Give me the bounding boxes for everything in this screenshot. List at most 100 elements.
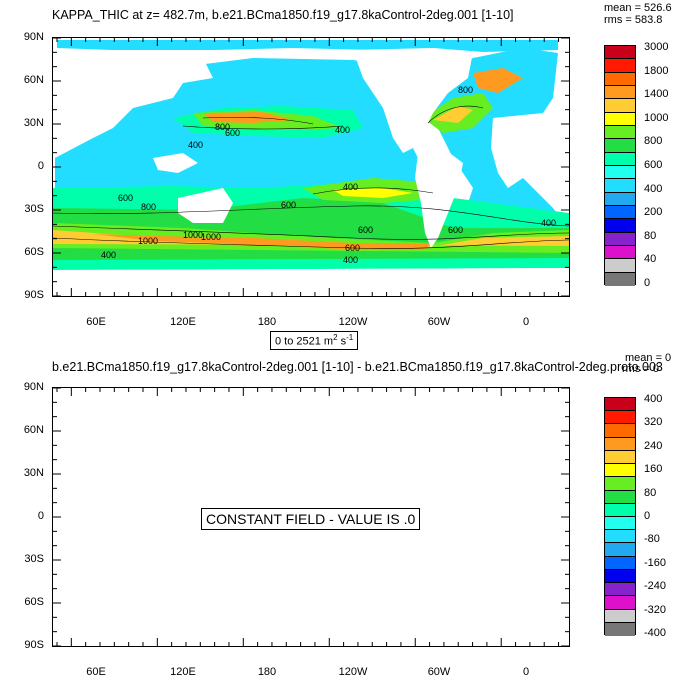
colorbar-swatch — [605, 139, 635, 153]
lon-label: 180 — [257, 316, 277, 328]
lon-label: 60W — [427, 316, 451, 328]
colorbar-label: 400 — [644, 182, 663, 195]
colorbar-label: 0 — [644, 510, 651, 522]
contour-label: 600 — [358, 225, 373, 235]
contour-line — [182, 125, 344, 130]
south-pacific-core — [333, 188, 413, 198]
contour-label: 600 — [448, 225, 463, 235]
subpolar-atlantic-core — [473, 68, 523, 93]
lat-label: 0 — [37, 160, 44, 172]
lon-label: 180 — [257, 666, 277, 678]
contour-label: 400 — [188, 140, 203, 150]
bottom-mean-stat: mean = 0 — [625, 352, 672, 364]
southern-band-4 — [53, 230, 569, 248]
colorbar-label: 1400 — [644, 88, 669, 101]
colorbar-swatch — [605, 112, 635, 126]
colorbar-swatch — [605, 99, 635, 113]
lon-label: 0 — [522, 666, 530, 678]
colorbar-label: 80 — [644, 486, 657, 499]
range-unit-s: s — [337, 335, 347, 348]
contour-label: 400 — [343, 255, 358, 265]
contour-label: 800 — [458, 85, 473, 95]
contour-lines — [53, 105, 569, 249]
top-map-ticks — [53, 38, 569, 296]
colorbar-label: 240 — [644, 439, 663, 452]
colorbar-swatch — [605, 556, 635, 570]
contour-line — [53, 225, 569, 240]
contour-line — [427, 105, 484, 124]
antarctica-landmass — [53, 268, 569, 296]
contour-label: 1000 — [183, 230, 203, 240]
lat-label: 60N — [23, 74, 44, 86]
range-label: 0 to 2521 m — [275, 335, 334, 348]
colorbar-swatch — [605, 219, 635, 233]
lat-label: 90N — [23, 381, 44, 393]
africa-landmass — [491, 113, 558, 188]
lat-label: 90S — [24, 639, 44, 651]
lat-label: 0 — [37, 510, 44, 522]
colorbar-label: -400 — [644, 627, 667, 639]
colorbar-label: 3000 — [644, 41, 669, 53]
colorbar-swatch — [605, 59, 635, 73]
contour-label: 400 — [101, 250, 116, 260]
colorbar-swatch — [605, 245, 635, 260]
contour-label: 800 — [141, 202, 156, 212]
lon-label: 120E — [170, 316, 196, 328]
colorbar-label: 160 — [644, 463, 663, 476]
colorbar-swatch — [605, 543, 635, 557]
colorbar-swatch — [605, 46, 635, 60]
colorbar-swatch — [605, 272, 635, 286]
colorbar-swatch — [605, 622, 635, 636]
south-america-landmass — [415, 148, 463, 248]
lon-label: 120W — [338, 666, 368, 678]
colorbar-label: 80 — [644, 229, 657, 242]
lat-label: 90S — [24, 289, 44, 301]
bottom-map-ticks — [53, 388, 569, 646]
colorbar-label: 0 — [644, 277, 651, 289]
top-plot-title: KAPPA_THIC at z= 482.7m, b.e21.BCma1850.… — [52, 8, 514, 22]
colorbar-label: 320 — [644, 416, 663, 429]
contour-label: 1000 — [138, 236, 158, 246]
colorbar-label: 40 — [644, 253, 657, 266]
eurasia-landmass — [53, 50, 213, 138]
north-atlantic-core — [433, 106, 473, 123]
colorbar-swatch — [605, 516, 635, 531]
colorbar-label: -240 — [644, 580, 667, 593]
colorbar-swatch — [605, 424, 635, 438]
colorbar-label: -80 — [644, 533, 660, 546]
colorbar-label: 600 — [644, 159, 663, 171]
contour-label-group: 800 600 400 400 600 400 1000 1000 600 60… — [101, 85, 556, 265]
lat-label: 30N — [23, 117, 44, 129]
top-map-svg: 800 600 400 400 600 400 1000 1000 600 60… — [53, 38, 569, 296]
lat-label: 30S — [24, 203, 44, 215]
arctic-ocean — [57, 40, 558, 52]
bottom-plot-title: b.e21.BCma1850.f19_g17.8kaControl-2deg.0… — [52, 360, 663, 374]
contour-label: 600 — [345, 243, 360, 253]
colorbar-swatch — [605, 165, 635, 180]
ocean-field — [53, 40, 569, 270]
lat-label: 30N — [23, 467, 44, 479]
contour-label: 1000 — [201, 232, 221, 242]
colorbar-swatch — [605, 450, 635, 465]
lon-label: 60W — [427, 666, 451, 678]
lon-label: 60E — [86, 316, 106, 328]
colorbar-swatch — [605, 179, 635, 193]
australia-landmass — [178, 188, 233, 223]
southern-band-5 — [93, 234, 433, 250]
colorbar-swatch — [605, 583, 635, 597]
colorbar-swatch — [605, 477, 635, 491]
constant-field-notice: CONSTANT FIELD - VALUE IS .0 — [201, 508, 421, 530]
colorbar-swatch — [605, 398, 635, 412]
colorbar-label: 400 — [644, 393, 663, 405]
colorbar-swatch — [605, 530, 635, 544]
land-masses — [53, 48, 569, 296]
lat-label: 90N — [23, 31, 44, 43]
colorbar-label: -160 — [644, 556, 667, 569]
colorbar-swatch — [605, 259, 635, 273]
lon-label: 60E — [86, 666, 106, 678]
north-america-landmass — [353, 48, 473, 153]
colorbar-label: 1000 — [644, 111, 669, 124]
bottom-rms-stat: rms = 0 — [622, 363, 659, 375]
contour-line — [53, 205, 569, 227]
colorbar-swatch — [605, 85, 635, 100]
